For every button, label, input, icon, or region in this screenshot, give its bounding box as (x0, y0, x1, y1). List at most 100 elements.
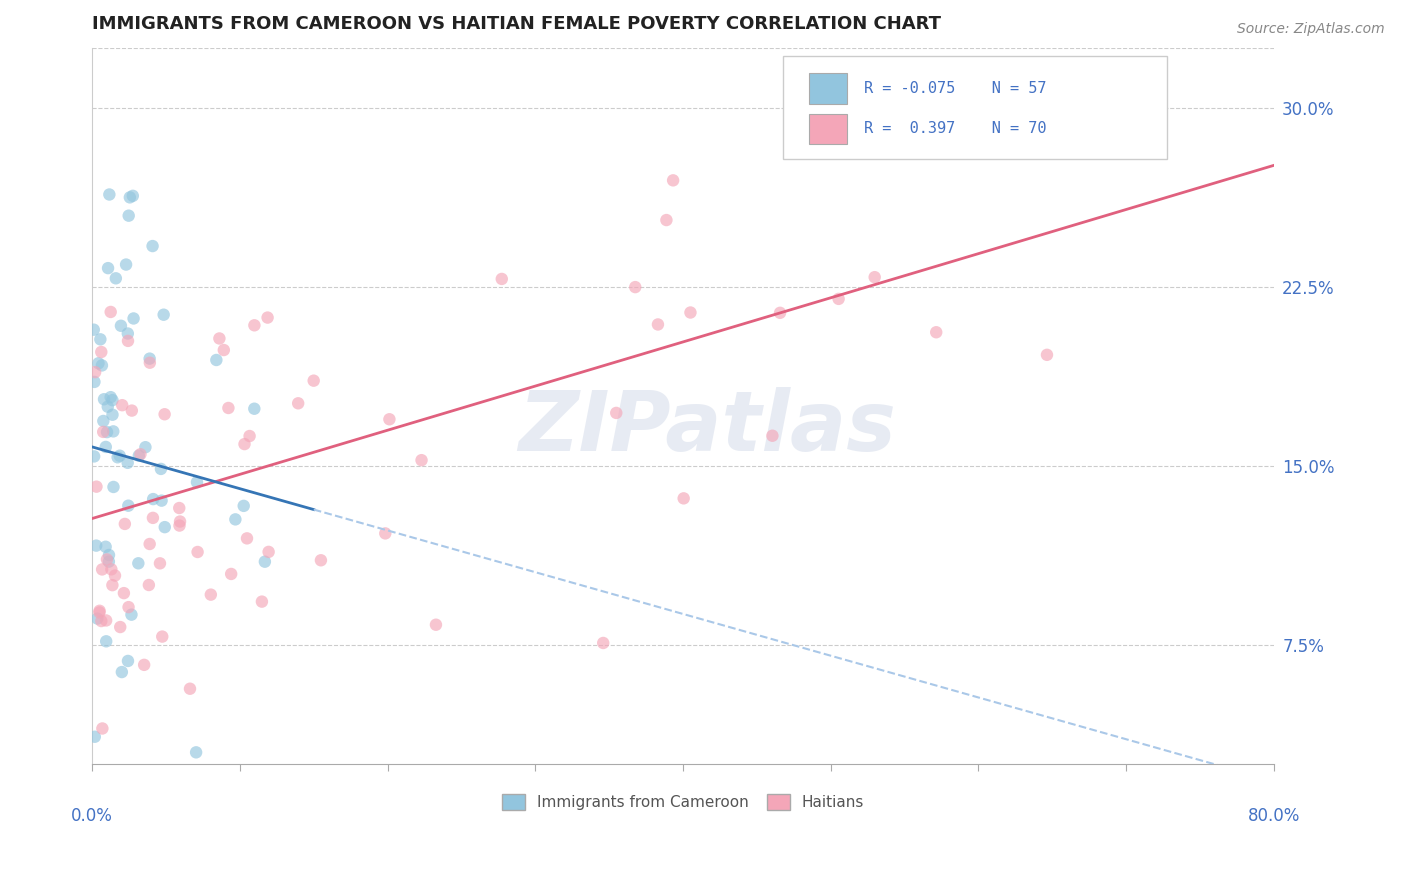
Point (134, 440, 156, 454)
Point (138, 537, 160, 551)
Point (150, 630, 173, 644)
Point (1036, 348, 1059, 362)
Point (287, 396, 309, 410)
Point (94, 614, 117, 628)
Point (655, 213, 678, 227)
Point (212, 343, 235, 357)
Point (97, 400, 120, 414)
Point (138, 351, 160, 366)
Point (97, 261, 120, 276)
Point (91, 722, 114, 736)
Text: Source: ZipAtlas.com: Source: ZipAtlas.com (1237, 22, 1385, 37)
Bar (810, 73, 848, 103)
Point (100, 390, 122, 404)
Point (101, 408, 124, 422)
Point (139, 356, 162, 370)
Point (122, 311, 145, 326)
Point (672, 491, 695, 506)
Point (101, 393, 124, 408)
Point (110, 620, 132, 634)
Point (83, 375, 105, 389)
Point (200, 588, 222, 602)
Point (205, 353, 228, 368)
Text: R =  0.397    N = 70: R = 0.397 N = 70 (863, 121, 1046, 136)
Point (103, 425, 125, 439)
Text: 0.0%: 0.0% (72, 807, 112, 825)
Point (491, 272, 513, 286)
Point (187, 545, 209, 559)
Point (115, 258, 138, 272)
Point (104, 271, 127, 285)
Point (112, 586, 135, 600)
Point (84, 539, 107, 553)
Point (111, 665, 134, 679)
Point (232, 499, 254, 513)
Point (121, 607, 143, 622)
Point (239, 429, 262, 443)
Point (90, 614, 112, 628)
Point (128, 449, 150, 463)
Point (96, 634, 118, 648)
Point (96, 425, 118, 439)
Point (96, 552, 118, 566)
Point (605, 406, 627, 420)
Point (592, 636, 614, 650)
Point (100, 562, 122, 576)
Point (149, 557, 172, 571)
Point (117, 654, 139, 668)
Point (169, 515, 191, 529)
Point (121, 403, 143, 417)
Point (256, 310, 278, 325)
Point (411, 453, 433, 467)
Point (169, 518, 191, 533)
Point (827, 292, 849, 306)
Point (98, 187, 121, 202)
Legend: Immigrants from Cameroon, Haitians: Immigrants from Cameroon, Haitians (494, 786, 872, 817)
Point (103, 480, 125, 494)
Point (138, 578, 160, 592)
Point (118, 209, 141, 223)
Point (89, 606, 111, 620)
Point (761, 428, 783, 442)
FancyBboxPatch shape (783, 55, 1167, 160)
Point (153, 407, 176, 421)
Point (117, 326, 139, 341)
Point (250, 594, 273, 608)
Point (647, 318, 669, 332)
Point (134, 657, 156, 672)
Point (142, 492, 165, 507)
Point (100, 305, 122, 319)
Point (91, 425, 114, 439)
Text: ZIPatlas: ZIPatlas (517, 387, 896, 468)
Point (101, 578, 124, 592)
Point (91, 359, 114, 373)
Point (118, 190, 141, 204)
Point (129, 447, 152, 461)
Point (93, 392, 115, 407)
Point (863, 270, 886, 285)
Point (224, 512, 246, 526)
Point (186, 475, 208, 490)
Point (114, 516, 136, 531)
Point (662, 173, 685, 187)
Bar (810, 113, 848, 144)
Point (83, 450, 105, 464)
Point (91, 414, 114, 428)
Point (87, 356, 110, 370)
Point (110, 318, 132, 333)
Point (117, 600, 139, 615)
Point (378, 412, 401, 426)
Point (97, 555, 120, 569)
Point (233, 437, 256, 451)
Point (142, 239, 165, 253)
Point (309, 553, 332, 567)
Point (217, 401, 239, 415)
Point (83, 323, 105, 337)
Point (94, 540, 117, 554)
Point (84, 365, 107, 379)
Point (624, 280, 647, 294)
Point (679, 305, 702, 319)
Point (302, 374, 325, 388)
Point (121, 189, 143, 203)
Point (117, 499, 139, 513)
